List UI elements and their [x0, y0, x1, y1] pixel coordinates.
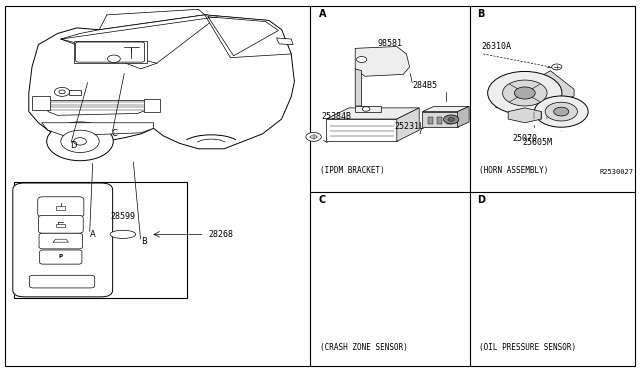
Bar	[447, 117, 452, 124]
Polygon shape	[29, 15, 294, 149]
Polygon shape	[205, 15, 291, 58]
Polygon shape	[326, 108, 419, 119]
Bar	[56, 224, 65, 227]
FancyBboxPatch shape	[76, 42, 145, 62]
Text: 98581: 98581	[378, 39, 403, 48]
FancyBboxPatch shape	[38, 215, 83, 233]
Polygon shape	[326, 119, 397, 141]
Text: B: B	[477, 9, 484, 19]
Text: C: C	[319, 195, 326, 205]
Text: (CRASH ZONE SENSOR): (CRASH ZONE SENSOR)	[320, 343, 408, 352]
Text: A: A	[90, 230, 95, 239]
Text: 28599: 28599	[110, 212, 136, 221]
Circle shape	[362, 107, 370, 111]
Text: (OIL PRESSURE SENSOR): (OIL PRESSURE SENSOR)	[479, 343, 576, 352]
Bar	[74, 41, 147, 63]
Polygon shape	[61, 15, 218, 69]
Circle shape	[310, 135, 317, 139]
Circle shape	[545, 102, 577, 121]
Ellipse shape	[528, 111, 554, 119]
Circle shape	[534, 96, 588, 127]
Circle shape	[356, 57, 367, 62]
Bar	[437, 117, 442, 124]
Text: 25070: 25070	[512, 134, 538, 143]
Circle shape	[554, 107, 569, 116]
Circle shape	[515, 87, 535, 99]
Text: P: P	[59, 254, 63, 259]
Circle shape	[444, 115, 459, 124]
Circle shape	[488, 71, 562, 115]
Text: 25384B: 25384B	[321, 112, 351, 121]
Polygon shape	[355, 69, 362, 106]
Circle shape	[552, 64, 562, 70]
Polygon shape	[422, 106, 469, 112]
Circle shape	[306, 132, 321, 141]
Bar	[32, 96, 50, 110]
FancyBboxPatch shape	[40, 250, 82, 264]
Polygon shape	[508, 108, 541, 123]
Circle shape	[74, 138, 86, 145]
Text: 28268: 28268	[208, 230, 233, 239]
Polygon shape	[276, 38, 293, 45]
Polygon shape	[422, 112, 458, 127]
Circle shape	[108, 55, 120, 62]
Bar	[144, 99, 160, 112]
Polygon shape	[496, 89, 528, 92]
Text: 26310A: 26310A	[481, 42, 511, 51]
Text: B: B	[141, 237, 147, 246]
Polygon shape	[496, 89, 512, 108]
Bar	[56, 206, 65, 210]
Bar	[502, 89, 544, 105]
Circle shape	[550, 112, 563, 119]
Text: D: D	[477, 195, 485, 205]
Polygon shape	[397, 108, 419, 141]
Circle shape	[61, 130, 99, 153]
Circle shape	[502, 80, 547, 106]
Bar	[69, 90, 81, 95]
Polygon shape	[48, 100, 147, 115]
FancyBboxPatch shape	[39, 233, 83, 249]
FancyBboxPatch shape	[29, 275, 95, 288]
Polygon shape	[355, 46, 410, 76]
Text: C: C	[112, 129, 118, 138]
Circle shape	[448, 118, 454, 121]
Text: A: A	[319, 9, 326, 19]
Polygon shape	[355, 106, 381, 112]
Text: D: D	[70, 141, 77, 150]
Text: (HORN ASSEMBLY): (HORN ASSEMBLY)	[479, 166, 548, 175]
Bar	[14, 182, 187, 298]
Text: R2530027: R2530027	[600, 169, 634, 175]
Circle shape	[54, 87, 70, 96]
Text: 25605M: 25605M	[523, 138, 552, 147]
Ellipse shape	[110, 230, 136, 238]
Circle shape	[59, 90, 65, 94]
Polygon shape	[538, 71, 574, 104]
FancyBboxPatch shape	[38, 197, 84, 217]
Text: 284B5: 284B5	[413, 81, 438, 90]
Polygon shape	[42, 123, 154, 136]
FancyBboxPatch shape	[13, 183, 113, 297]
Text: 25231L: 25231L	[395, 122, 425, 131]
Text: (IPDM BRACKET): (IPDM BRACKET)	[320, 166, 385, 175]
Polygon shape	[458, 106, 469, 127]
Circle shape	[47, 122, 113, 161]
Bar	[428, 117, 433, 124]
